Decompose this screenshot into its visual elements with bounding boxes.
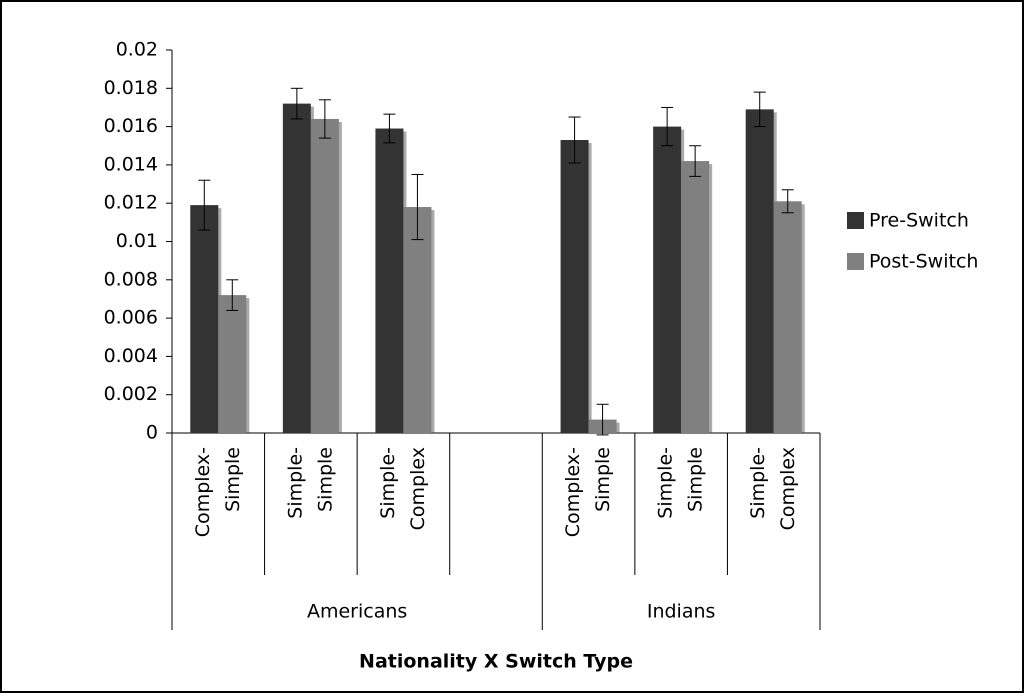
x-tick-label: Simple- <box>284 447 306 519</box>
y-tick-label: 0.008 <box>104 268 158 290</box>
bar <box>560 140 589 433</box>
y-tick-label: 0.01 <box>116 230 158 252</box>
bar <box>375 128 404 433</box>
legend-swatch <box>847 253 864 270</box>
x-tick-label: Simple- <box>655 447 677 519</box>
y-tick-label: 0.018 <box>104 77 158 99</box>
y-tick-label: 0.012 <box>104 192 158 214</box>
x-axis-title: Nationality X Switch Type <box>359 651 633 673</box>
group-label: Indians <box>647 601 716 623</box>
x-tick-label: Simple- <box>377 447 399 519</box>
y-tick-label: 0 <box>146 422 158 444</box>
legend-label: Pre-Switch <box>869 210 969 232</box>
y-tick-label: 0.006 <box>104 307 158 329</box>
bar <box>773 201 802 433</box>
legend-label: Post-Switch <box>869 251 978 273</box>
y-tick-label: 0.004 <box>104 345 158 367</box>
x-tick-label: Simple <box>685 447 707 512</box>
x-tick-label: Complex- <box>562 447 584 537</box>
bar <box>282 103 311 434</box>
bar <box>681 161 710 433</box>
x-tick-label: Complex <box>777 447 799 530</box>
x-tick-label: Simple <box>222 447 244 512</box>
bar <box>403 207 432 433</box>
x-tick-label: Complex- <box>192 447 214 537</box>
bar <box>310 118 339 433</box>
bar <box>190 205 219 433</box>
x-tick-label: Simple- <box>747 447 769 519</box>
y-tick-label: 0.014 <box>104 153 158 175</box>
legend-swatch <box>847 212 864 229</box>
group-label: Americans <box>307 601 407 623</box>
y-tick-label: 0.02 <box>116 39 158 61</box>
x-tick-label: Complex <box>407 447 429 530</box>
bar <box>218 295 247 433</box>
y-tick-label: 0.016 <box>104 115 158 137</box>
bar <box>653 126 682 433</box>
y-tick-label: 0.002 <box>104 383 158 405</box>
x-tick-label: Simple <box>592 447 614 512</box>
x-tick-label: Simple <box>314 447 336 512</box>
bar <box>745 109 774 434</box>
